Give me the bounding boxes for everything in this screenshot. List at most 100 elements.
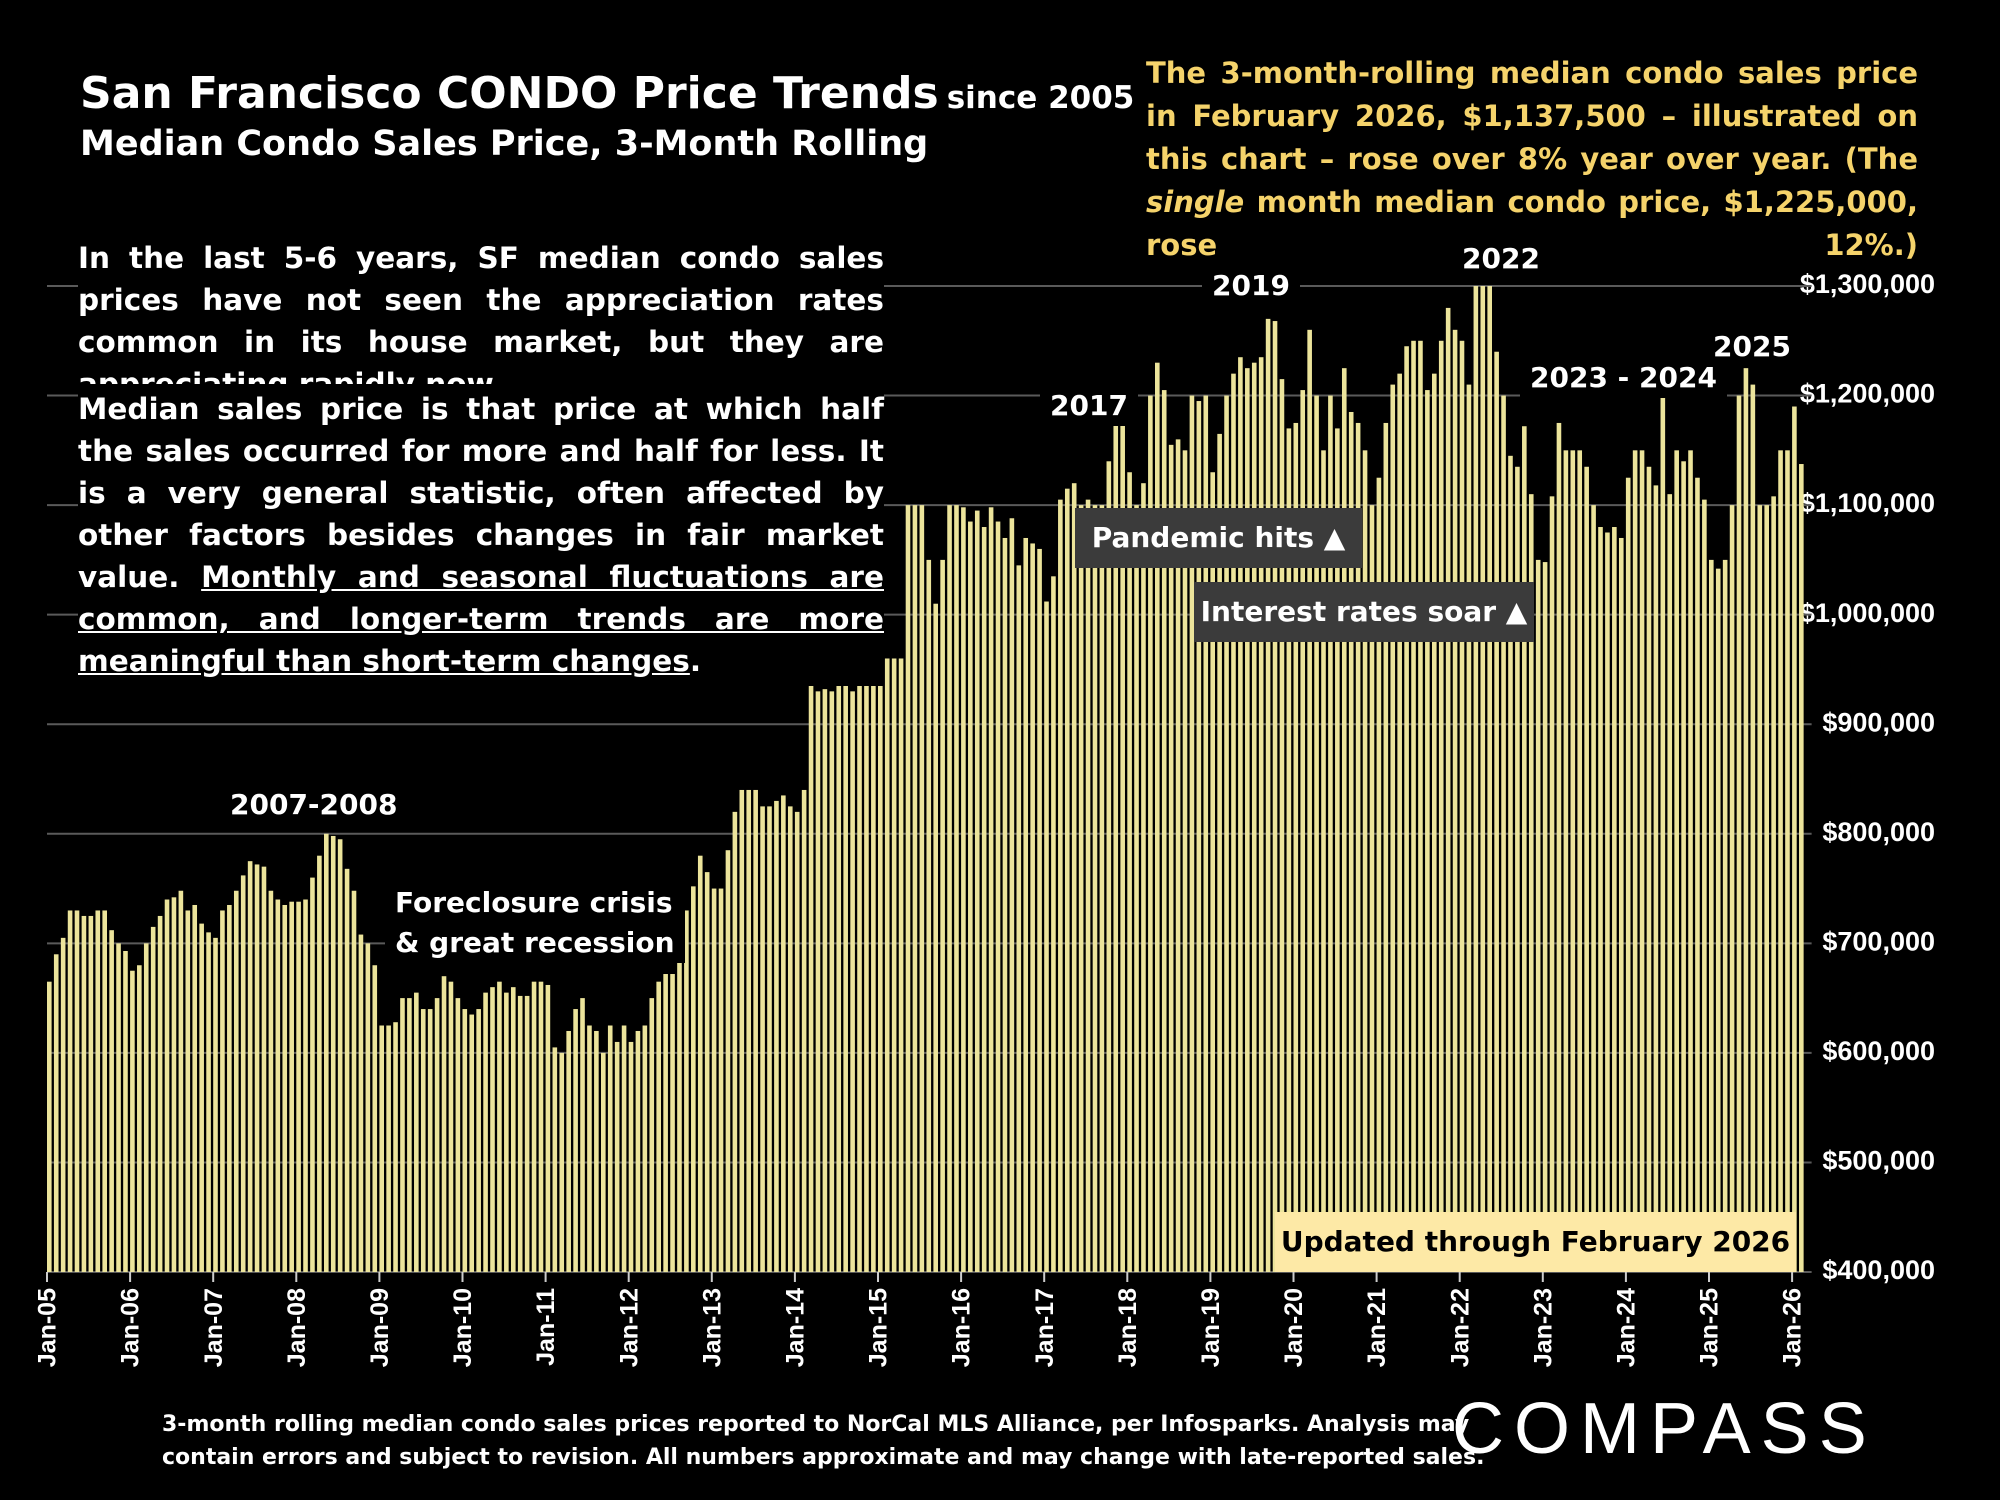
bar <box>1764 505 1769 1273</box>
bar <box>1078 505 1084 1273</box>
bar <box>1549 496 1555 1272</box>
paragraph: Median sales price is that price at whic… <box>78 384 884 686</box>
bar <box>1397 373 1402 1273</box>
bar <box>317 855 322 1272</box>
bar <box>1141 483 1146 1272</box>
bar <box>476 1009 481 1272</box>
bar <box>282 904 288 1272</box>
bar <box>240 875 246 1272</box>
bar <box>1155 362 1160 1272</box>
bar <box>919 505 925 1273</box>
bar <box>559 1052 565 1272</box>
bar <box>614 1041 620 1272</box>
bar <box>1556 422 1562 1272</box>
bar <box>891 658 897 1272</box>
bar <box>1335 428 1340 1272</box>
bar <box>213 937 218 1272</box>
y-tick-label: $1,300,000 <box>1800 269 1935 299</box>
bar <box>1058 499 1063 1273</box>
bar <box>968 521 973 1272</box>
bar <box>1501 395 1506 1272</box>
x-tick-label: Jan-13 <box>698 1288 726 1367</box>
bar <box>1307 329 1312 1272</box>
bar <box>1238 357 1243 1272</box>
bar <box>434 998 440 1272</box>
bar <box>400 998 405 1272</box>
x-tick-label: Jan-20 <box>1280 1288 1308 1367</box>
bar <box>490 987 495 1272</box>
bar <box>670 974 675 1272</box>
bar <box>635 1030 641 1272</box>
bar <box>1009 518 1015 1272</box>
bar <box>1106 461 1112 1272</box>
bar <box>1037 548 1042 1272</box>
x-tick-label: Jan-12 <box>615 1288 643 1367</box>
bar <box>337 839 343 1272</box>
bar <box>254 864 260 1272</box>
bar <box>386 1025 391 1272</box>
bar <box>531 981 537 1272</box>
annotation-line: Foreclosure crisis <box>395 886 673 919</box>
bar <box>206 932 211 1272</box>
bar <box>1023 537 1029 1272</box>
bar <box>566 1030 571 1272</box>
bar <box>787 806 793 1272</box>
bar <box>884 658 890 1272</box>
bar <box>697 855 703 1272</box>
bar <box>1189 395 1195 1272</box>
bar <box>552 1047 558 1272</box>
x-tick-label: Jan-19 <box>1197 1288 1225 1367</box>
x-tick-label: Jan-05 <box>34 1288 62 1367</box>
brand-logo: COMPASS <box>1452 1389 1877 1469</box>
bar <box>448 981 454 1272</box>
x-tick-label: Jan-26 <box>1779 1288 1807 1367</box>
bar <box>1612 527 1617 1272</box>
bar <box>330 835 336 1272</box>
bar <box>1715 568 1721 1272</box>
bar <box>760 806 765 1272</box>
bar <box>1418 340 1423 1272</box>
bar <box>767 806 772 1272</box>
bar <box>594 1030 599 1272</box>
x-tick-label: Jan-08 <box>283 1288 311 1367</box>
annotation: 2023 - 2024 <box>1520 358 1727 398</box>
bar <box>1245 368 1250 1273</box>
bar <box>1217 433 1222 1272</box>
annotation: 2007-2008 <box>220 785 408 825</box>
x-tick-label: Jan-07 <box>200 1288 228 1367</box>
bar <box>1591 505 1596 1273</box>
bar <box>427 1009 433 1272</box>
bar <box>1182 450 1188 1272</box>
bar <box>1584 466 1589 1272</box>
bar <box>704 872 710 1272</box>
bar <box>1293 422 1299 1272</box>
bar <box>1168 444 1174 1272</box>
bar <box>981 527 987 1272</box>
bar <box>275 899 281 1272</box>
annotation: 2022 <box>1452 239 1550 279</box>
bar <box>268 890 274 1272</box>
bar <box>677 932 682 1272</box>
bar <box>143 943 149 1272</box>
bar <box>1030 543 1035 1272</box>
bar <box>67 910 73 1272</box>
bar <box>372 965 378 1272</box>
bar <box>517 995 523 1272</box>
bar <box>1404 346 1409 1272</box>
bar <box>1522 426 1527 1273</box>
bar <box>137 965 142 1272</box>
bar <box>379 1025 384 1272</box>
bar <box>1376 477 1382 1272</box>
bar <box>1459 340 1465 1272</box>
y-tick-label: $1,000,000 <box>1800 598 1935 628</box>
bar <box>1570 450 1576 1272</box>
bar <box>961 507 966 1272</box>
bar <box>1681 461 1686 1272</box>
note-text: The 3-month-rolling median condo sales p… <box>1146 56 1918 176</box>
annotation-box: Pandemic hits ▲ <box>1075 508 1362 568</box>
footnote-line: contain errors and subject to revision. … <box>162 1445 1485 1470</box>
bar <box>1639 450 1645 1272</box>
bar <box>310 877 315 1272</box>
bar <box>1314 395 1319 1272</box>
